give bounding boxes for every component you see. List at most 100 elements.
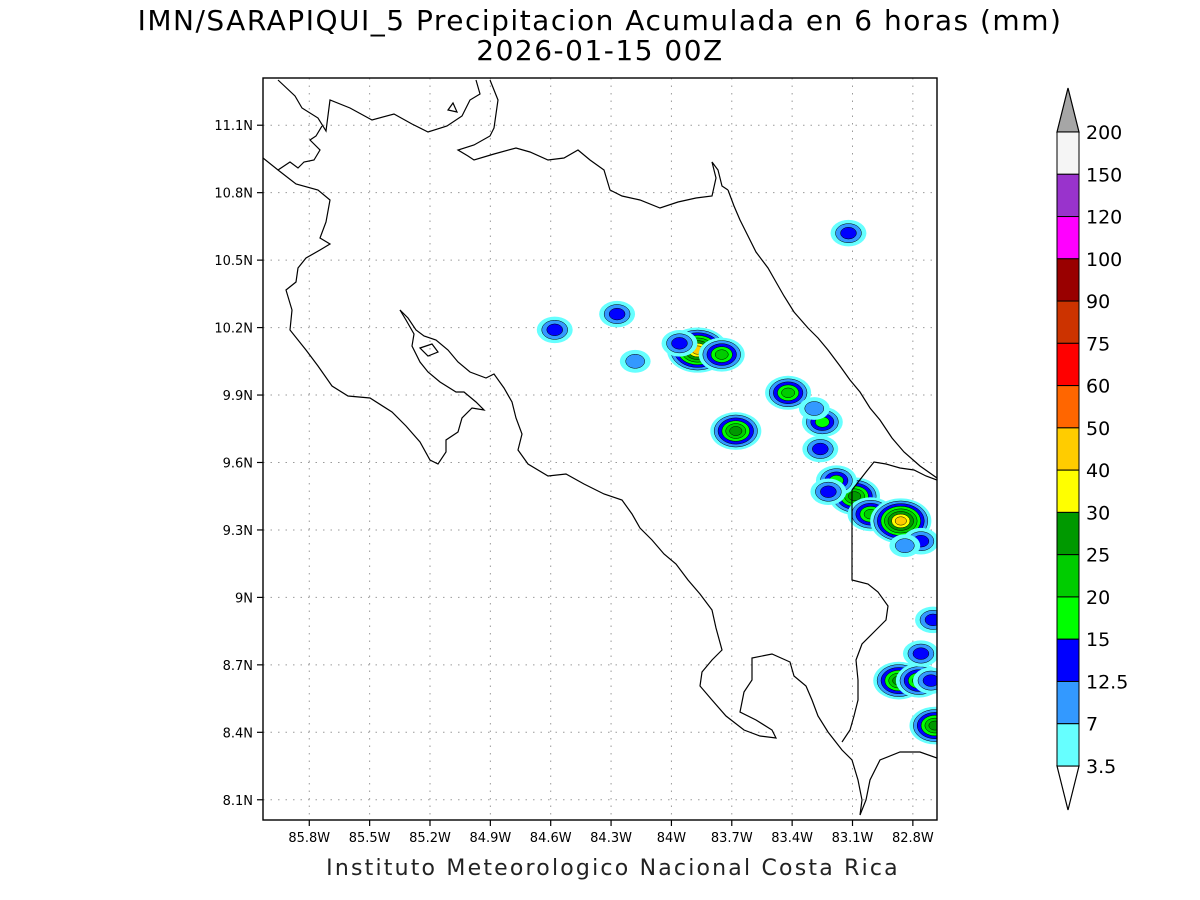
precip-cell — [661, 330, 698, 357]
institution-footer: Instituto Meteorologico Nacional Costa R… — [326, 856, 900, 881]
precip-contour — [848, 491, 861, 502]
lon-tick-label: 84.6W — [530, 831, 572, 846]
precip-contour — [812, 442, 829, 456]
precip-contour — [714, 349, 729, 360]
precip-contour — [608, 307, 626, 321]
precip-cell — [870, 498, 932, 544]
lat-tick-label: 10.5N — [214, 254, 253, 269]
colorbar-label: 20 — [1086, 587, 1110, 609]
precip-cell — [802, 435, 839, 463]
lon-tick-label: 82.8W — [892, 831, 934, 846]
lat-tick-label: 9.6N — [223, 456, 253, 471]
precip-contour — [625, 354, 645, 369]
colorbar-bin — [1056, 596, 1080, 640]
precip-contour — [895, 538, 915, 553]
map-frame — [262, 77, 938, 821]
lat-tick-label: 10.2N — [214, 322, 253, 337]
golfito-coast — [859, 751, 937, 816]
precip-contour — [804, 401, 825, 416]
colorbar-bin — [1056, 216, 1080, 260]
lat-tick-label: 10.8N — [214, 187, 253, 202]
colorbar-label: 7 — [1086, 714, 1098, 736]
lon-tick-label: 84.9W — [469, 831, 511, 846]
nicoya-gulf-coast — [399, 309, 863, 816]
colorbar-label: 25 — [1086, 545, 1110, 567]
nicaragua-coast — [277, 79, 729, 209]
colorbar-label: 90 — [1086, 291, 1110, 313]
lon-tick-label: 83.1W — [832, 831, 874, 846]
precip-contour — [912, 647, 930, 660]
lon-tick-label: 83.4W — [771, 831, 813, 846]
colorbar: 200 150 120 100 90 75 60 50 40 30 25 20 15 12.5 7 3.5 — [1056, 87, 1128, 811]
precip-cell — [710, 412, 762, 450]
precip-cell — [909, 706, 937, 745]
precip-contour — [671, 337, 688, 350]
precip-contour — [729, 426, 743, 436]
colorbar-label: 30 — [1086, 502, 1110, 524]
precip-contour — [781, 387, 795, 398]
lat-tick-label: 8.4N — [223, 726, 253, 741]
precip-cell — [619, 349, 651, 373]
chira-island — [418, 343, 439, 357]
precip-cell — [902, 640, 937, 667]
precip-cell — [915, 606, 937, 634]
lat-tick-label: 8.1N — [223, 794, 253, 809]
precip-cell — [913, 667, 937, 694]
colorbar-bin — [1056, 469, 1080, 513]
colorbar-bin — [1056, 131, 1080, 175]
map-axes: 85.8W 85.5W 85.2W 84.9W 84.6W 84.3W 84W 83.7W 83… — [214, 119, 934, 846]
colorbar-bin — [1056, 342, 1080, 387]
colorbar-bin — [1056, 723, 1080, 767]
colorbar-label: 15 — [1086, 629, 1110, 651]
precip-cell — [599, 300, 636, 328]
colorbar-label: 3.5 — [1086, 756, 1116, 778]
precip-cell — [765, 375, 812, 410]
lat-tick-label: 9N — [235, 591, 253, 606]
lon-tick-label: 83.7W — [711, 831, 753, 846]
lat-tick-label: 9.3N — [223, 524, 253, 539]
colorbar-label: 75 — [1086, 333, 1110, 355]
lon-tick-label: 85.8W — [288, 831, 330, 846]
colorbar-label: 100 — [1086, 249, 1122, 271]
precip-cell — [698, 337, 745, 372]
lon-tick-label: 85.5W — [349, 831, 391, 846]
precip-contour — [924, 613, 937, 627]
lon-tick-label: 85.2W — [409, 831, 451, 846]
coastline — [263, 79, 937, 816]
colorbar-label: 200 — [1086, 122, 1122, 144]
precip-contour — [928, 720, 937, 731]
lat-tick-label: 11.1N — [214, 119, 253, 134]
colorbar-label: 150 — [1086, 164, 1122, 186]
colorbar-bin — [1056, 680, 1080, 725]
precip-cell — [536, 316, 573, 344]
map-title: IMN/SARAPIQUI_5 Precipitacion Acumulada … — [137, 4, 1063, 37]
precip-contour — [840, 227, 857, 240]
lon-tick-label: 84W — [657, 831, 687, 846]
precip-cell — [889, 534, 921, 558]
colorbar-bin — [1056, 511, 1080, 556]
bocas-coast — [851, 461, 937, 491]
precip-contour — [820, 485, 837, 498]
lake-islet — [446, 101, 459, 113]
colorbar-label: 50 — [1086, 418, 1110, 440]
precip-contour — [546, 323, 563, 336]
colorbar-bin — [1056, 385, 1080, 429]
colorbar-bin — [1056, 427, 1080, 471]
colorbar-bin — [1056, 258, 1080, 302]
colorbar-label: 120 — [1086, 207, 1122, 229]
precipitation-field — [536, 219, 937, 745]
colorbar-bin — [1056, 638, 1080, 682]
precip-cell — [810, 478, 847, 505]
caribbean-coast — [727, 189, 937, 479]
colorbar-label: 60 — [1086, 376, 1110, 398]
colorbar-bin — [1056, 300, 1080, 344]
lon-tick-label: 84.3W — [590, 831, 632, 846]
colorbar-over-arrow — [1056, 87, 1080, 133]
precip-contour — [922, 674, 937, 687]
lat-tick-label: 9.9N — [223, 389, 253, 404]
colorbar-label: 40 — [1086, 460, 1110, 482]
colorbar-label: 12.5 — [1086, 671, 1128, 693]
lat-tick-label: 8.7N — [223, 659, 253, 674]
colorbar-bin — [1056, 554, 1080, 598]
